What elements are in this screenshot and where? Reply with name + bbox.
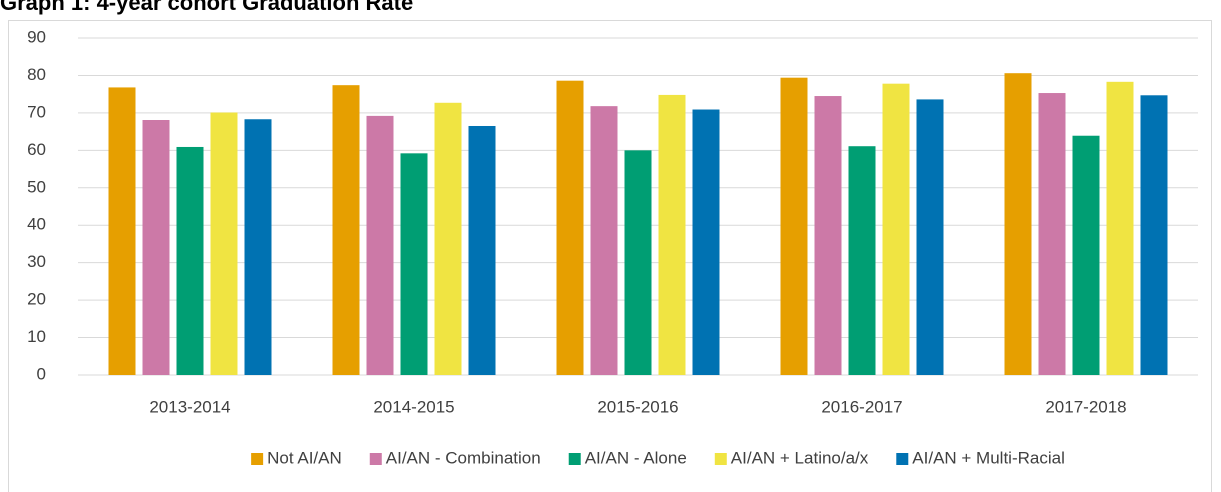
legend-label: AI/AN + Multi-Racial [912,448,1065,467]
bar [1072,135,1100,375]
legend-swatch [369,453,382,465]
bar [400,153,428,375]
chart-border [8,20,1212,492]
y-tick-label: 60 [27,140,46,159]
bar [1038,93,1066,375]
y-tick-label: 30 [27,252,46,271]
x-tick-label: 2017-2018 [1045,397,1126,416]
bar [244,119,272,375]
bar [590,106,618,375]
bar [1140,95,1168,375]
legend-swatch [251,453,264,465]
legend-label: AI/AN - Alone [585,448,687,467]
legend-label: AI/AN - Combination [386,448,541,467]
y-tick-label: 70 [27,102,46,121]
bar [210,112,238,376]
legend-label: AI/AN + Latino/a/x [731,448,869,467]
y-tick-label: 90 [27,27,46,46]
bar [848,146,876,375]
y-tick-label: 0 [37,364,46,383]
bar [780,77,808,376]
bar [332,85,360,376]
legend-swatch [714,453,727,465]
bar [142,120,170,376]
y-tick-label: 40 [27,215,46,234]
legend-swatch [896,453,909,465]
bar [556,80,584,375]
y-tick-label: 10 [27,327,46,346]
chart-title: Graph 1: 4-year cohort Graduation Rate [0,0,413,15]
y-tick-label: 80 [27,65,46,84]
bar [624,150,652,375]
bar [882,83,910,375]
x-tick-label: 2014-2015 [373,397,454,416]
x-tick-label: 2015-2016 [597,397,678,416]
bar [108,87,136,375]
bar [434,102,462,375]
bar [814,96,842,376]
bar [468,125,496,375]
bar [1106,81,1134,375]
bar [176,146,204,375]
y-tick-label: 50 [27,177,46,196]
bar [916,99,944,376]
legend-label: Not AI/AN [267,448,342,467]
bar [658,94,686,375]
bar [692,109,720,375]
x-tick-label: 2016-2017 [821,397,902,416]
y-tick-label: 20 [27,290,46,309]
bar [1004,73,1032,375]
x-tick-label: 2013-2014 [149,397,230,416]
legend-swatch [568,453,581,465]
bar [366,115,394,375]
